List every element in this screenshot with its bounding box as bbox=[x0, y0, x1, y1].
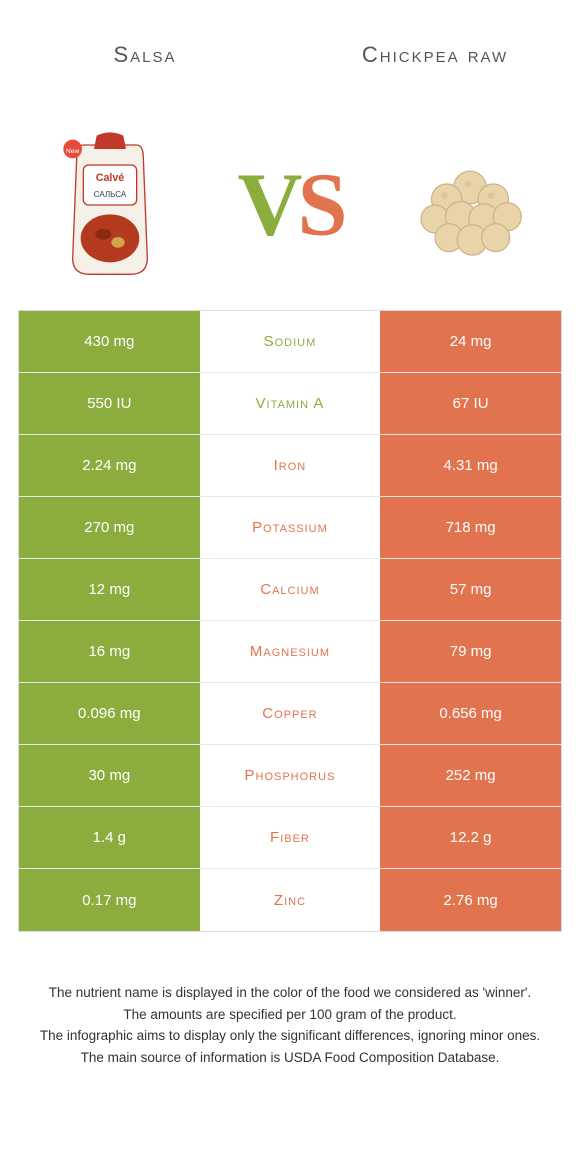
nutrient-name: Phosphorus bbox=[200, 745, 381, 806]
value-left: 270 mg bbox=[19, 497, 200, 558]
table-row: 0.096 mgCopper0.656 mg bbox=[19, 683, 561, 745]
value-right: 12.2 g bbox=[380, 807, 561, 868]
chickpea-image bbox=[390, 125, 550, 285]
value-left: 550 IU bbox=[19, 373, 200, 434]
svg-text:New: New bbox=[66, 148, 80, 155]
salsa-image: Calvé САЛЬСА New bbox=[30, 125, 190, 285]
vs-s: S bbox=[297, 156, 342, 255]
value-right: 4.31 mg bbox=[380, 435, 561, 496]
table-row: 16 mgMagnesium79 mg bbox=[19, 621, 561, 683]
value-left: 30 mg bbox=[19, 745, 200, 806]
vs-label: VS bbox=[237, 154, 342, 257]
value-left: 0.096 mg bbox=[19, 683, 200, 744]
nutrient-name: Zinc bbox=[200, 869, 381, 931]
footer-line: The infographic aims to display only the… bbox=[30, 1025, 550, 1047]
table-row: 2.24 mgIron4.31 mg bbox=[19, 435, 561, 497]
value-right: 24 mg bbox=[380, 311, 561, 372]
vs-v: V bbox=[237, 156, 297, 255]
nutrient-name: Magnesium bbox=[200, 621, 381, 682]
title-right: Chickpea raw bbox=[290, 42, 580, 68]
footer-line: The amounts are specified per 100 gram o… bbox=[30, 1004, 550, 1026]
nutrient-name: Copper bbox=[200, 683, 381, 744]
nutrient-name: Sodium bbox=[200, 311, 381, 372]
nutrient-name: Calcium bbox=[200, 559, 381, 620]
title-left: Salsa bbox=[0, 42, 290, 68]
header: Salsa Chickpea raw bbox=[0, 0, 580, 110]
nutrient-name: Fiber bbox=[200, 807, 381, 868]
table-row: 12 mgCalcium57 mg bbox=[19, 559, 561, 621]
nutrient-name: Vitamin A bbox=[200, 373, 381, 434]
images-row: Calvé САЛЬСА New VS bbox=[0, 110, 580, 300]
table-row: 30 mgPhosphorus252 mg bbox=[19, 745, 561, 807]
value-right: 0.656 mg bbox=[380, 683, 561, 744]
nutrient-name: Iron bbox=[200, 435, 381, 496]
table-row: 0.17 mgZinc2.76 mg bbox=[19, 869, 561, 931]
footer-notes: The nutrient name is displayed in the co… bbox=[30, 982, 550, 1068]
value-left: 430 mg bbox=[19, 311, 200, 372]
value-left: 1.4 g bbox=[19, 807, 200, 868]
svg-text:САЛЬСА: САЛЬСА bbox=[94, 190, 127, 199]
value-right: 252 mg bbox=[380, 745, 561, 806]
table-row: 430 mgSodium24 mg bbox=[19, 311, 561, 373]
svg-text:Calvé: Calvé bbox=[96, 172, 125, 184]
nutrient-table: 430 mgSodium24 mg550 IUVitamin A67 IU2.2… bbox=[18, 310, 562, 932]
value-left: 16 mg bbox=[19, 621, 200, 682]
table-row: 550 IUVitamin A67 IU bbox=[19, 373, 561, 435]
table-row: 270 mgPotassium718 mg bbox=[19, 497, 561, 559]
nutrient-name: Potassium bbox=[200, 497, 381, 558]
value-right: 57 mg bbox=[380, 559, 561, 620]
value-left: 2.24 mg bbox=[19, 435, 200, 496]
value-left: 0.17 mg bbox=[19, 869, 200, 931]
footer-line: The nutrient name is displayed in the co… bbox=[30, 982, 550, 1004]
footer-line: The main source of information is USDA F… bbox=[30, 1047, 550, 1069]
value-right: 67 IU bbox=[380, 373, 561, 434]
value-right: 79 mg bbox=[380, 621, 561, 682]
value-right: 2.76 mg bbox=[380, 869, 561, 931]
value-left: 12 mg bbox=[19, 559, 200, 620]
value-right: 718 mg bbox=[380, 497, 561, 558]
table-row: 1.4 gFiber12.2 g bbox=[19, 807, 561, 869]
